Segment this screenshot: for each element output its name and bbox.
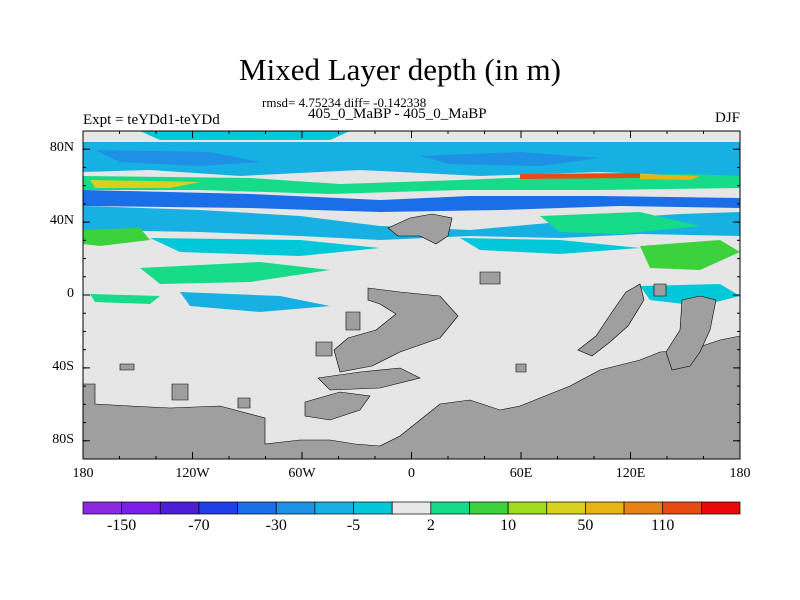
lat-tick-label: 80S bbox=[52, 431, 74, 447]
colorbar-box bbox=[353, 501, 393, 515]
stats-line: rmsd= 4.75234 diff= -0.142338 bbox=[262, 95, 427, 110]
land-islet-h bbox=[515, 363, 527, 373]
land-indonesia-arm bbox=[665, 295, 717, 371]
colorbar-label: 50 bbox=[577, 517, 594, 534]
colorbar-box bbox=[507, 501, 548, 515]
anomaly-band-green-60n bbox=[83, 174, 740, 194]
colorbar-box bbox=[469, 501, 509, 515]
colorbar-label: 2 bbox=[426, 517, 435, 534]
anomaly-patch-blue-east bbox=[420, 152, 600, 166]
colorbar-box bbox=[275, 501, 316, 515]
lat-tick-label: 80N bbox=[49, 140, 74, 156]
anomaly-band-cyan-north bbox=[83, 142, 740, 178]
colorbar-label: -70 bbox=[188, 517, 210, 534]
lat-tick-label: 40N bbox=[49, 213, 74, 229]
land-south-strip bbox=[317, 367, 421, 391]
anomaly-streak-red bbox=[520, 173, 640, 179]
colorbar-label: -150 bbox=[106, 517, 137, 534]
experiment-label: Expt = teYDd1-teYDd bbox=[83, 112, 220, 128]
lon-tick-label: 180 bbox=[72, 466, 94, 481]
land-mask bbox=[83, 213, 740, 459]
land-north-atlantic bbox=[387, 213, 453, 245]
anomaly-band-cyan-35n bbox=[150, 238, 380, 256]
colorbar-box bbox=[314, 501, 354, 515]
colorbar-label: 110 bbox=[651, 517, 675, 534]
anomaly-patch-teal-eq bbox=[90, 294, 160, 304]
map-subtitle: 405_0_MaBP - 405_0_MaBP bbox=[308, 106, 487, 122]
lat-tick-label: 40S bbox=[52, 358, 74, 374]
anomaly-field bbox=[83, 131, 740, 312]
land-africa-east bbox=[577, 283, 645, 357]
colorbar-box bbox=[430, 501, 470, 515]
anomaly-band-yellow-60n bbox=[90, 180, 200, 188]
lon-tick-label: 0 bbox=[408, 466, 415, 481]
colorbar-box bbox=[82, 501, 122, 515]
colorbar-box bbox=[391, 501, 432, 515]
land-south-america bbox=[333, 287, 459, 373]
lon-tick-label: 180 bbox=[729, 466, 751, 481]
colorbar-box bbox=[159, 501, 200, 515]
colorbar-box bbox=[198, 501, 238, 515]
land-mid-islands bbox=[304, 391, 371, 421]
axis-ticks bbox=[82, 130, 741, 460]
colorbar-box bbox=[701, 501, 741, 515]
colorbar-box bbox=[237, 501, 277, 515]
anomaly-patch-green-40n-east bbox=[540, 212, 700, 234]
lon-tick-label: 60W bbox=[288, 466, 316, 481]
lon-tick-label: 120E bbox=[615, 466, 646, 481]
colorbar-label: 10 bbox=[500, 517, 517, 534]
anomaly-band-blue-55n bbox=[83, 190, 740, 212]
season-label: DJF bbox=[714, 110, 740, 126]
anomaly-patch-green-20n bbox=[140, 262, 330, 284]
land-islet-d bbox=[119, 363, 135, 371]
colorbar-label: -30 bbox=[265, 517, 287, 534]
colorbar-label: -5 bbox=[346, 517, 361, 534]
land-islet-c bbox=[479, 271, 501, 285]
anomaly-patch-green-right bbox=[640, 240, 740, 270]
land-islet-a bbox=[345, 311, 361, 331]
lon-tick-label: 120W bbox=[175, 466, 210, 481]
colorbar-box bbox=[585, 501, 625, 515]
anomaly-patch-cyan-tropic bbox=[180, 292, 330, 312]
colorbar bbox=[82, 501, 741, 515]
land-islet-e bbox=[171, 383, 189, 401]
colorbar-box bbox=[623, 501, 664, 515]
anomaly-patch-cyan-arctic bbox=[140, 131, 350, 140]
land-islet-g bbox=[653, 283, 667, 297]
anomaly-streak-orange bbox=[640, 174, 700, 180]
lon-tick-label: 60E bbox=[509, 466, 533, 481]
colorbar-box bbox=[546, 501, 586, 515]
colorbar-box bbox=[121, 501, 161, 515]
lat-tick-label: 0 bbox=[67, 286, 74, 301]
colorbar-box bbox=[662, 501, 702, 515]
anomaly-patch-green-40n-west bbox=[83, 228, 150, 246]
anomaly-patch-cyan-east bbox=[460, 238, 640, 254]
map-title: Mixed Layer depth (in m) bbox=[239, 52, 561, 87]
anomaly-band-blue-north bbox=[95, 150, 260, 166]
land-islet-f bbox=[237, 397, 251, 409]
land-islet-b bbox=[315, 341, 333, 357]
